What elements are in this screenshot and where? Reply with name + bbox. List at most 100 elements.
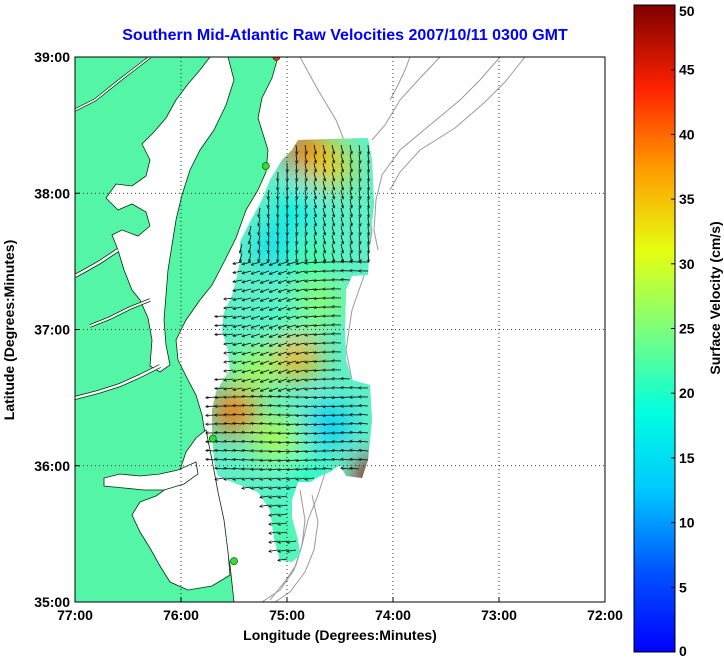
- velocity-vector: [305, 216, 307, 226]
- velocity-vector: [242, 351, 252, 354]
- colorbar-tick-label: 30: [679, 256, 695, 272]
- velocity-vector: [349, 144, 352, 154]
- velocity-vector: [359, 225, 360, 235]
- velocity-vector: [242, 396, 252, 397]
- velocity-vector: [349, 180, 352, 190]
- velocity-vector: [242, 378, 252, 381]
- velocity-vector: [278, 559, 288, 560]
- velocity-vector: [322, 252, 325, 262]
- velocity-vector: [287, 487, 297, 488]
- velocity-vector: [251, 378, 261, 382]
- velocity-vector: [359, 216, 360, 226]
- velocity-vector: [215, 379, 225, 380]
- colorbar-tick-label: 15: [679, 450, 695, 466]
- velocity-vector: [332, 459, 342, 460]
- velocity-vector: [278, 442, 288, 443]
- velocity-vector: [269, 478, 279, 479]
- velocity-vector: [296, 234, 297, 244]
- velocity-vector: [251, 315, 261, 319]
- velocity-vector: [242, 306, 252, 309]
- velocity-vector: [233, 342, 243, 345]
- velocity-vector: [260, 496, 270, 497]
- velocity-vector: [314, 289, 324, 290]
- velocity-vector: [340, 144, 343, 154]
- velocity-vector: [296, 162, 297, 172]
- velocity-vector: [296, 478, 306, 479]
- velocity-vector: [331, 180, 334, 190]
- velocity-vector: [332, 397, 342, 398]
- velocity-vector: [331, 243, 334, 253]
- velocity-vector: [242, 450, 252, 451]
- velocity-vector: [305, 352, 315, 353]
- x-tick-label: 75:00: [269, 607, 305, 623]
- velocity-vector: [278, 342, 288, 346]
- velocity-vector: [287, 378, 297, 382]
- velocity-vector: [340, 225, 343, 235]
- velocity-vector: [314, 433, 324, 434]
- velocity-vector: [340, 198, 343, 208]
- velocity-vector: [268, 243, 269, 253]
- velocity-vector: [340, 153, 343, 163]
- velocity-vector: [251, 487, 261, 488]
- velocity-vector: [268, 198, 269, 208]
- velocity-vector: [359, 144, 360, 154]
- velocity-vector: [278, 541, 288, 542]
- velocity-vector: [261, 270, 270, 274]
- velocity-vector: [242, 297, 252, 300]
- velocity-vector: [278, 297, 288, 301]
- velocity-vector: [296, 216, 297, 226]
- velocity-vector: [305, 325, 315, 326]
- velocity-vector: [340, 234, 343, 244]
- velocity-vector: [331, 234, 334, 244]
- velocity-vector: [233, 423, 243, 424]
- velocity-vector: [258, 225, 260, 235]
- velocity-vector: [305, 343, 315, 344]
- velocity-vector: [331, 171, 334, 181]
- velocity-vector: [296, 460, 306, 461]
- velocity-vector: [233, 261, 243, 264]
- velocity-vector: [233, 306, 243, 309]
- velocity-vector: [349, 207, 352, 217]
- velocity-vector: [322, 243, 325, 253]
- velocity-vector: [206, 450, 216, 451]
- velocity-vector: [278, 550, 288, 551]
- velocity-vector: [224, 316, 234, 317]
- y-tick-label: 37:00: [34, 322, 70, 338]
- velocity-vector: [359, 171, 360, 181]
- velocity-vector: [251, 342, 261, 346]
- velocity-vector: [287, 541, 297, 542]
- velocity-vector: [313, 189, 316, 199]
- velocity-vector: [249, 234, 252, 244]
- velocity-vector: [322, 225, 325, 235]
- velocity-vector: [296, 433, 306, 434]
- velocity-vector: [251, 351, 261, 355]
- velocity-vector: [314, 424, 324, 425]
- velocity-vector: [215, 388, 225, 389]
- velocity-vector: [224, 334, 234, 335]
- velocity-vector: [269, 505, 279, 506]
- velocity-vector: [270, 270, 279, 274]
- velocity-vector: [349, 189, 352, 199]
- velocity-vector: [296, 378, 306, 381]
- velocity-vector: [349, 171, 352, 181]
- colorbar: 0 5 10 15 20 25 30 35 40 45 50 Surface Velocity (c…: [633, 3, 723, 659]
- velocity-vector: [368, 153, 369, 163]
- velocity-vector: [359, 414, 369, 415]
- velocity-vector: [278, 451, 288, 452]
- velocity-vector: [251, 414, 261, 415]
- velocity-vector: [313, 243, 316, 253]
- velocity-vector: [287, 469, 297, 470]
- velocity-vector: [314, 325, 324, 326]
- velocity-vector: [313, 198, 316, 208]
- velocity-vector: [368, 198, 369, 208]
- velocity-vector: [296, 297, 306, 300]
- velocity-vector: [296, 351, 306, 354]
- velocity-vector: [341, 397, 351, 398]
- colorbar-tick-label: 50: [679, 3, 695, 19]
- velocity-vector: [349, 153, 352, 163]
- velocity-vector: [359, 180, 360, 190]
- velocity-vector: [305, 189, 307, 199]
- velocity-vector: [258, 234, 260, 244]
- velocity-vector: [240, 252, 243, 262]
